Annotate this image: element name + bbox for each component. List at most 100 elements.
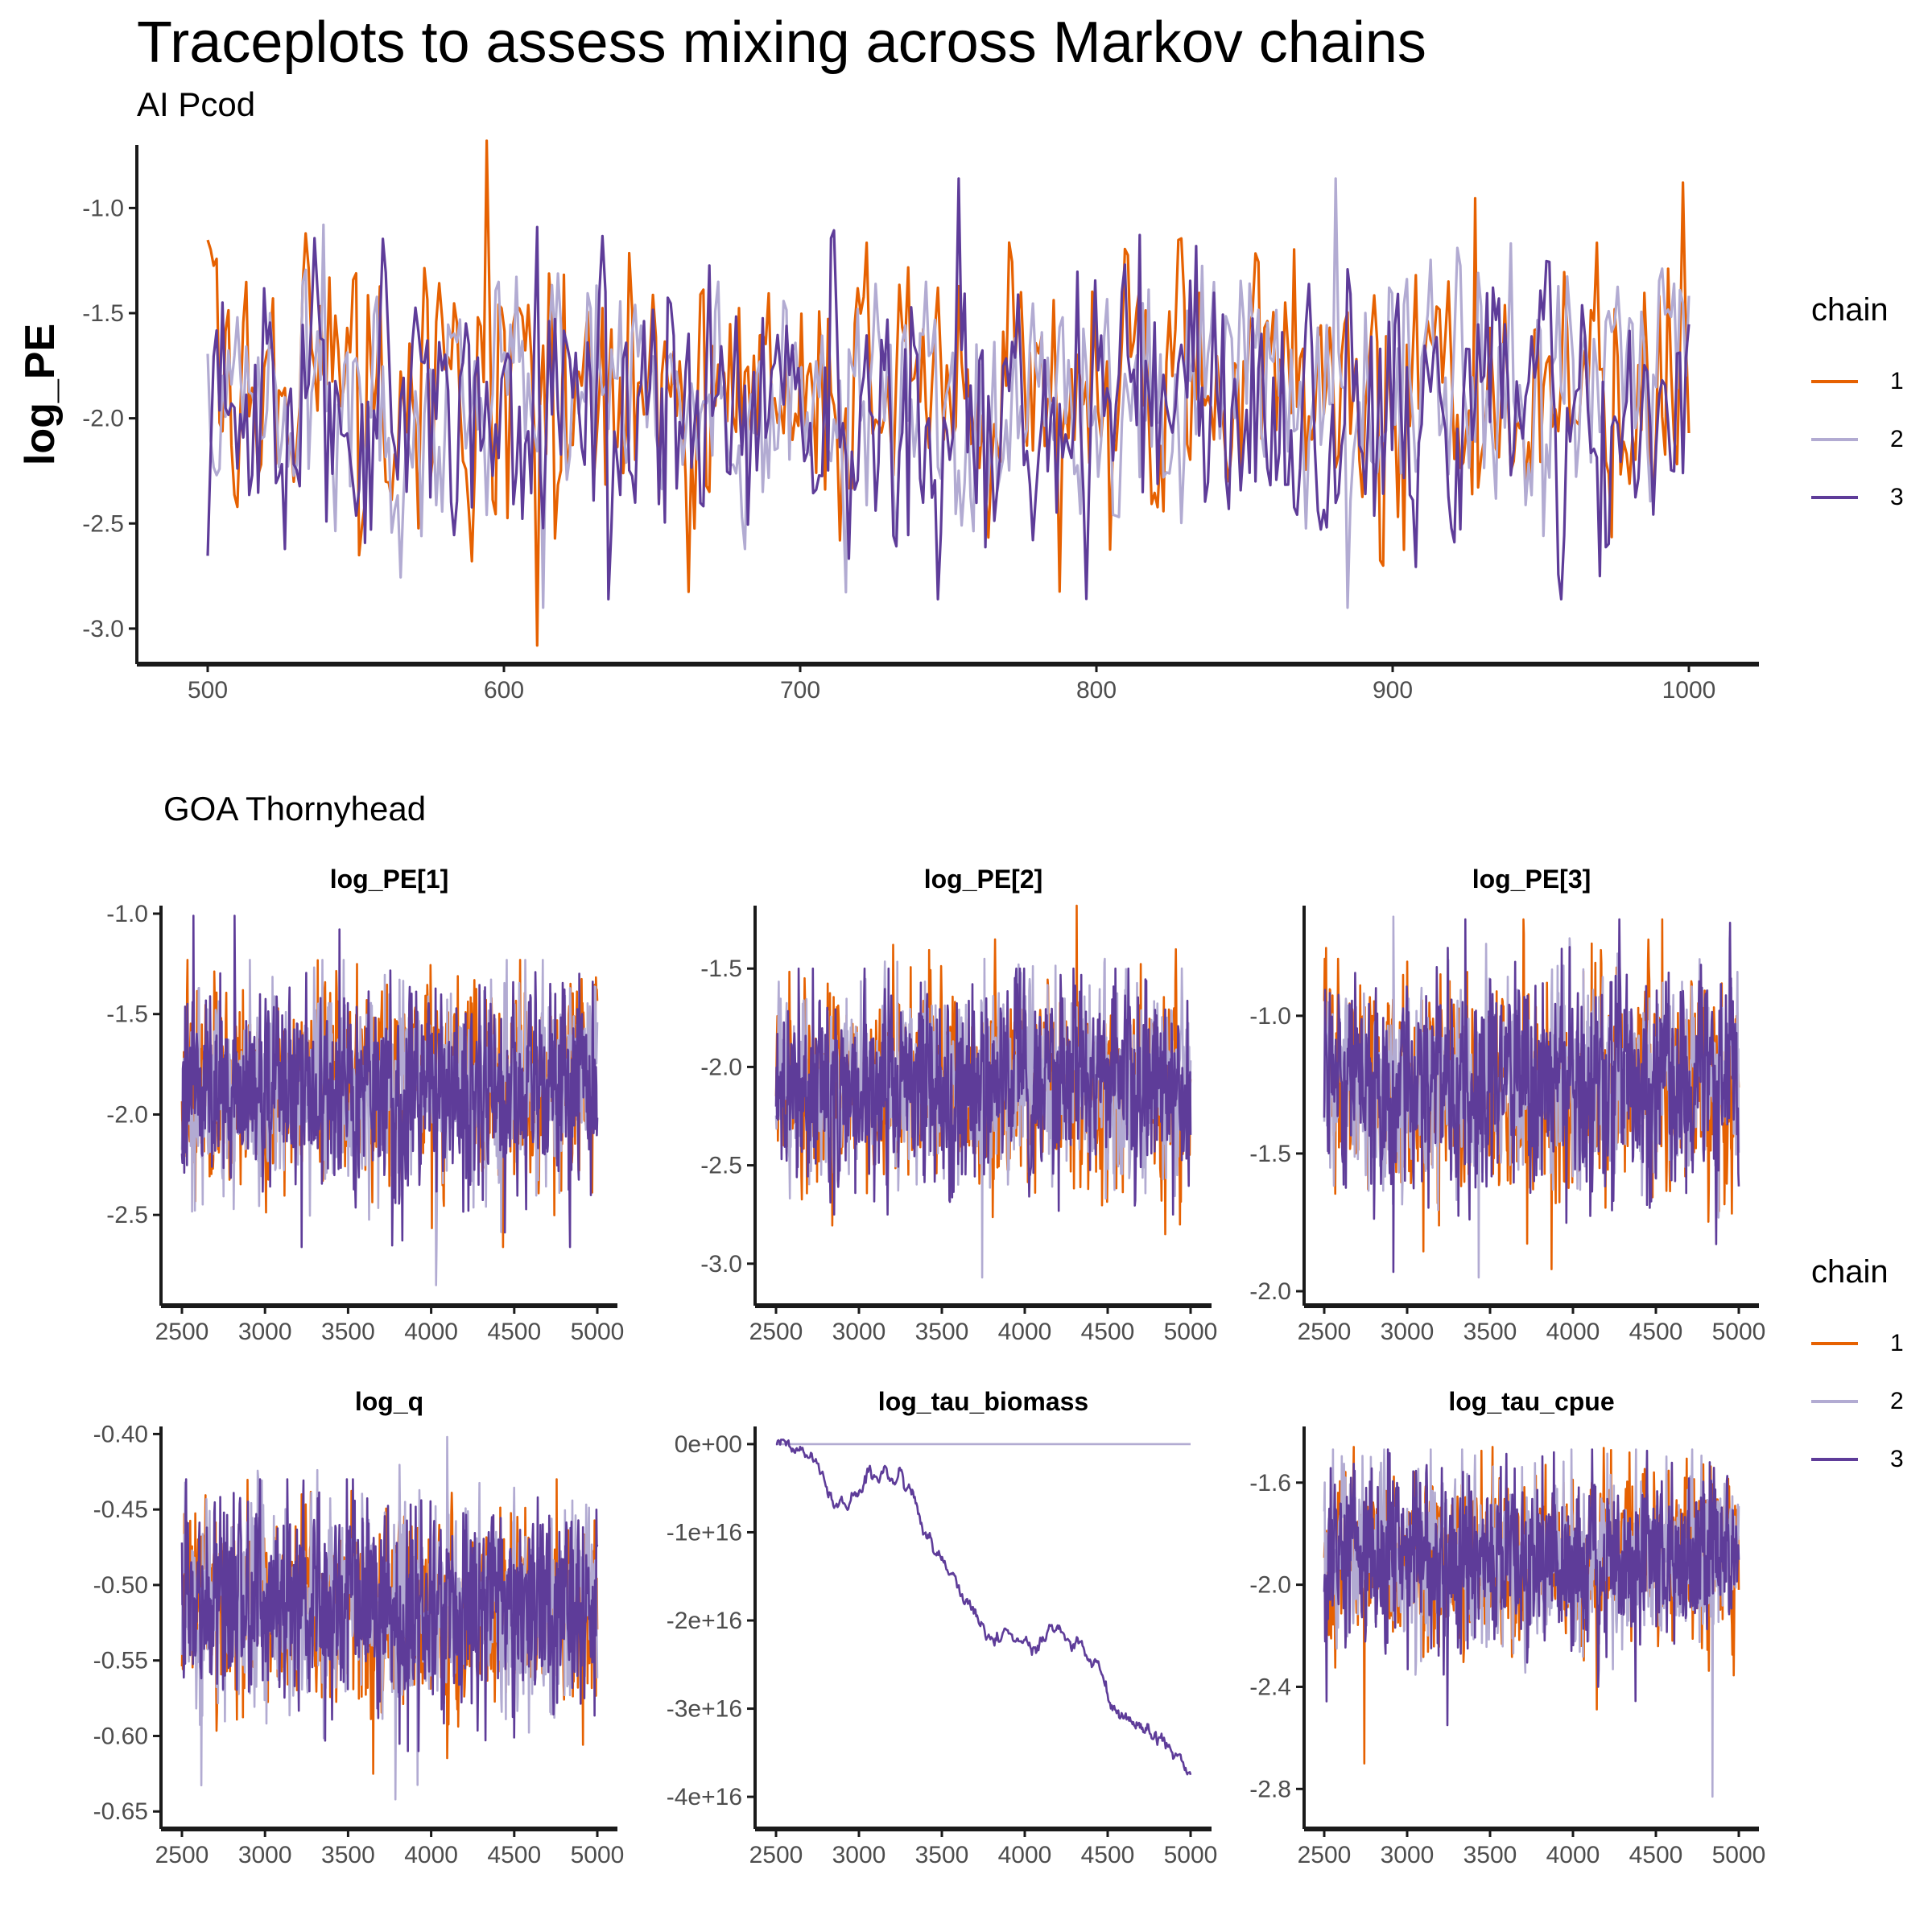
y-tick-label: -0.45 — [93, 1496, 148, 1523]
x-tick-label: 5000 — [571, 1319, 625, 1345]
y-tick-label: -2.0 — [1249, 1572, 1291, 1599]
y-tick-label: -1.0 — [82, 195, 124, 221]
legend-top: chain 1 2 3 — [1811, 290, 1904, 526]
y-tick-label: -2.0 — [106, 1101, 148, 1128]
y-tick-label: -2.5 — [700, 1153, 742, 1179]
x-tick-label: 1000 — [1662, 677, 1716, 704]
y-tick-label: -1.5 — [700, 956, 742, 982]
panel-log-q: 2500 3000 3500 4000 4500 5000 -0.40 -0.45 -0.50 -… — [93, 1387, 625, 1868]
series-chain-3-line — [775, 1439, 1192, 1776]
panel-title: log_tau_cpue — [1448, 1387, 1614, 1416]
legend-label: 3 — [1890, 1446, 1904, 1472]
x-tick-label: 5000 — [1164, 1319, 1218, 1345]
y-tick-label: -2.5 — [106, 1202, 148, 1228]
x-tick-label: 2500 — [155, 1319, 209, 1345]
x-tick-label: 3000 — [1381, 1319, 1435, 1345]
x-tick-label: 3500 — [321, 1319, 375, 1345]
x-tick-label: 3000 — [238, 1319, 292, 1345]
series-chain-3-line — [1323, 918, 1740, 1274]
panel-title: log_tau_biomass — [878, 1387, 1088, 1416]
panel-log-tau-biomass: 2500 3000 3500 4000 4500 5000 0e+00 -1e+16 -2e+1… — [667, 1387, 1218, 1868]
x-tick-label: 2500 — [749, 1319, 803, 1345]
x-tick-label: 3000 — [1381, 1842, 1435, 1868]
legend-bottom-item-2: 2 — [1811, 1373, 1904, 1430]
legend-top-item-2: 2 — [1811, 411, 1904, 469]
y-tick-label: -2.0 — [1249, 1278, 1291, 1305]
x-tick-label: 3500 — [915, 1319, 969, 1345]
series-chain-3-line — [1323, 1448, 1740, 1727]
page-title: Traceplots to assess mixing across Marko… — [137, 10, 1426, 75]
x-tick-label: 900 — [1373, 677, 1413, 704]
legend-swatch-2 — [1811, 438, 1858, 441]
panel-title: log_PE[1] — [330, 865, 449, 894]
x-tick-label: 4000 — [404, 1319, 458, 1345]
y-tick-label: -0.40 — [93, 1421, 148, 1447]
x-tick-label: 3000 — [238, 1842, 292, 1868]
y-tick-label: -2.8 — [1249, 1776, 1291, 1802]
x-tick-label: 3500 — [915, 1842, 969, 1868]
top-panel-subtitle: AI Pcod — [137, 85, 256, 123]
panel-log-PE-3: 2500 3000 3500 4000 4500 5000 -1.0 -1.5 -2.0 log_… — [1249, 865, 1765, 1345]
x-tick-label: 2500 — [749, 1842, 803, 1868]
legend-top-item-1: 1 — [1811, 353, 1904, 411]
x-tick-label: 4000 — [998, 1842, 1052, 1868]
y-tick-label: -3.0 — [700, 1251, 742, 1278]
legend-label: 2 — [1890, 1388, 1904, 1414]
series-chain-3-line — [206, 177, 1690, 601]
x-tick-label: 4500 — [1081, 1842, 1135, 1868]
x-tick-label: 500 — [188, 677, 228, 704]
y-tick-label: -3e+16 — [667, 1696, 742, 1723]
y-tick-label: -1.5 — [82, 300, 124, 327]
legend-label: 1 — [1890, 1330, 1904, 1356]
y-tick-label: -2.5 — [82, 510, 124, 537]
y-tick-label: -0.55 — [93, 1648, 148, 1674]
x-tick-label: 5000 — [1164, 1842, 1218, 1868]
x-tick-label: 4000 — [1546, 1842, 1600, 1868]
x-tick-label: 4000 — [1546, 1319, 1600, 1345]
legend-top-title: chain — [1811, 292, 1889, 328]
x-tick-label: 4500 — [1629, 1319, 1683, 1345]
x-tick-label: 3500 — [1463, 1319, 1517, 1345]
x-tick-label: 2500 — [1298, 1842, 1352, 1868]
x-tick-label: 600 — [484, 677, 524, 704]
x-tick-label: 4500 — [487, 1319, 541, 1345]
legend-label: 1 — [1890, 368, 1904, 394]
x-tick-label: 4500 — [487, 1842, 541, 1868]
x-tick-label: 2500 — [155, 1842, 209, 1868]
y-tick-label: -3.0 — [82, 616, 124, 642]
series-chain-3-line — [180, 914, 599, 1249]
y-tick-label: -4e+16 — [667, 1784, 742, 1810]
x-tick-label: 3500 — [1463, 1842, 1517, 1868]
x-tick-label: 3000 — [832, 1319, 886, 1345]
x-tick-label: 4500 — [1629, 1842, 1683, 1868]
y-tick-label: -2.0 — [82, 406, 124, 432]
y-tick-label: -1.5 — [1249, 1141, 1291, 1167]
panel-log-PE-2: 2500 3000 3500 4000 4500 5000 -1.5 -2.0 -2.5 -3.0… — [700, 865, 1217, 1345]
y-tick-label: -0.65 — [93, 1798, 148, 1825]
x-tick-label: 5000 — [1712, 1842, 1766, 1868]
x-tick-label: 3500 — [321, 1842, 375, 1868]
series-chain-3-line — [180, 1478, 599, 1752]
x-tick-label: 800 — [1076, 677, 1117, 704]
x-tick-label: 5000 — [1712, 1319, 1766, 1345]
bottom-panel-subtitle: GOA Thornyhead — [163, 790, 427, 828]
series-chain-1-line — [206, 139, 1690, 647]
y-tick-label: -0.50 — [93, 1572, 148, 1599]
y-tick-label: -2e+16 — [667, 1608, 742, 1634]
y-tick-label: 0e+00 — [675, 1431, 742, 1458]
y-tick-label: -1e+16 — [667, 1519, 742, 1546]
x-tick-label: 2500 — [1298, 1319, 1352, 1345]
legend-bottom: chain 1 2 3 — [1811, 1252, 1904, 1488]
y-tick-label: -1.0 — [106, 901, 148, 927]
legend-swatch-3 — [1811, 496, 1858, 499]
y-tick-label: -1.0 — [1249, 1003, 1291, 1030]
y-tick-label: -2.4 — [1249, 1674, 1291, 1700]
series-chain-2-line — [206, 177, 1690, 609]
legend-swatch-1 — [1811, 380, 1858, 383]
legend-bottom-item-1: 1 — [1811, 1315, 1904, 1373]
y-tick-label: -2.0 — [700, 1054, 742, 1080]
legend-swatch-2 — [1811, 1400, 1858, 1403]
legend-swatch-1 — [1811, 1342, 1858, 1345]
legend-swatch-3 — [1811, 1458, 1858, 1461]
